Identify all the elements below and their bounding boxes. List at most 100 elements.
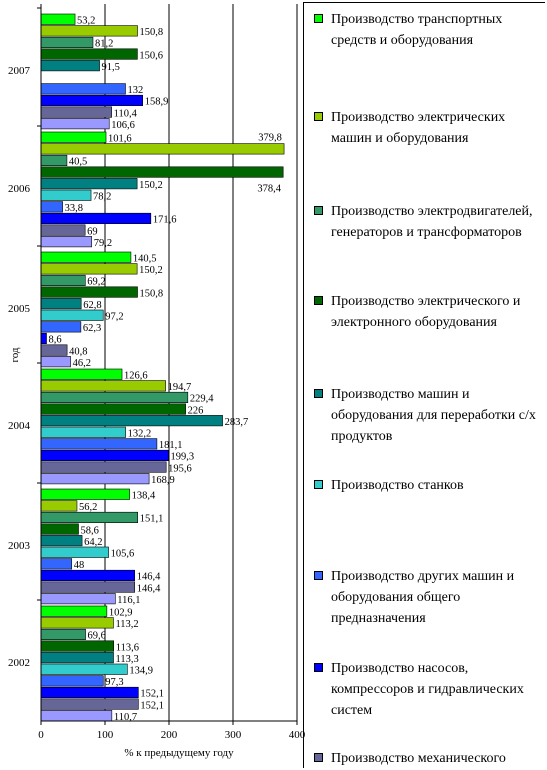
bar-2005-1	[40, 263, 138, 275]
bar-2006-8	[40, 224, 86, 236]
data-label: 81,2	[95, 39, 113, 50]
data-label: 378,4	[257, 183, 281, 194]
bar-2005-6	[40, 321, 82, 333]
bar-2006-0	[40, 131, 107, 143]
bar-2003-0	[40, 488, 130, 500]
category-label: 2002	[8, 657, 30, 669]
bar-2003-2	[40, 511, 139, 524]
bar-2006-7	[40, 212, 152, 224]
bar-2003-1	[40, 500, 78, 512]
bar-2006-2	[40, 154, 68, 166]
data-label: 113,6	[116, 642, 139, 653]
bar-2006-5	[40, 189, 92, 201]
data-label: 168,9	[151, 475, 175, 486]
data-label: 40,5	[69, 157, 87, 168]
data-label: 150,2	[139, 180, 163, 191]
legend-label: Производство электрических машин и обору…	[331, 110, 506, 146]
category-label: 2006	[8, 183, 31, 195]
bar-2005-4	[40, 298, 82, 310]
data-label: 105,6	[111, 549, 135, 560]
bar-2003-5	[40, 546, 109, 558]
legend-swatch	[314, 480, 323, 489]
data-label: 150,8	[140, 27, 164, 38]
legend-swatch	[314, 389, 323, 398]
data-label: 194,7	[168, 382, 192, 393]
data-label: 138,4	[132, 491, 156, 502]
legend: Производство транспортных средств и обор…	[303, 2, 545, 768]
bar-2002-9	[40, 710, 113, 722]
data-label: 152,1	[140, 700, 164, 711]
data-label: 97,2	[105, 312, 123, 323]
bar-2007-7	[40, 94, 143, 106]
bar-2005-8	[40, 344, 68, 356]
bar-2003-9	[40, 593, 116, 605]
bar-2002-8	[40, 698, 139, 710]
bar-2002-5	[40, 663, 128, 675]
data-label: 134,9	[129, 666, 153, 677]
legend-label: Производство механического	[331, 751, 506, 766]
bar-2002-0	[40, 605, 108, 617]
bar-2004-5	[40, 426, 126, 438]
data-label: 152,1	[140, 689, 164, 700]
legend-swatch	[314, 206, 323, 215]
legend-label: Производство электрического и электронно…	[331, 294, 521, 330]
data-label: 58,6	[81, 525, 99, 536]
bar-2004-2	[40, 391, 189, 404]
bar-2005-2	[40, 274, 86, 287]
bar-2002-4	[40, 652, 114, 664]
legend-label: Производство машин и оборудования для пе…	[331, 387, 536, 444]
data-label: 69,2	[87, 277, 105, 288]
data-label: 113,3	[116, 654, 139, 665]
data-label: 106,6	[111, 120, 135, 131]
data-label: 78,2	[93, 192, 111, 203]
data-label: 151,1	[140, 514, 164, 525]
bar-2006-9	[40, 236, 92, 248]
data-label: 110,7	[114, 712, 137, 723]
bar-2003-3	[40, 523, 79, 535]
x-tick-label: 400	[289, 729, 306, 741]
data-label: 150,8	[140, 288, 164, 299]
bar-2005-0	[40, 251, 132, 263]
data-label: 97,3	[105, 677, 123, 688]
data-label: 33,8	[65, 203, 83, 214]
x-tick-label: 200	[161, 729, 178, 741]
bar-2004-1	[40, 380, 166, 392]
bar-2003-8	[40, 581, 135, 593]
data-label: 64,2	[84, 537, 102, 548]
x-tick-label: 100	[97, 729, 114, 741]
bar-2004-0	[40, 368, 123, 380]
data-label: 171,6	[153, 215, 177, 226]
bar-2005-9	[40, 356, 71, 368]
data-label: 79,2	[94, 238, 112, 249]
legend-label: Производство электродвигателей, генерато…	[331, 204, 533, 240]
data-label: 69,6	[88, 631, 106, 642]
data-label: 379,8	[258, 133, 282, 144]
bar-2006-3	[40, 166, 284, 178]
bar-2004-9	[40, 473, 150, 485]
bar-2004-8	[40, 461, 167, 473]
data-label: 40,8	[69, 346, 87, 357]
legend-swatch	[314, 112, 323, 121]
bar-2007-1	[40, 25, 138, 37]
data-label: 132,2	[128, 429, 152, 440]
bar-2006-4	[40, 178, 138, 190]
data-label: 113,2	[115, 619, 138, 630]
data-label: 158,9	[145, 97, 169, 108]
data-label: 48	[74, 560, 85, 571]
data-label: 195,6	[168, 463, 192, 474]
data-label: 91,5	[102, 62, 120, 73]
x-axis-label: % к предыдущему году	[124, 747, 234, 759]
bar-2004-6	[40, 438, 158, 450]
legend-swatch	[314, 571, 323, 580]
bar-2007-2	[40, 36, 94, 49]
legend-swatch	[314, 663, 323, 672]
data-label: 101,6	[108, 134, 132, 145]
y-axis-label: год	[9, 347, 21, 362]
bar-2004-4	[40, 415, 223, 427]
bar-2004-7	[40, 449, 169, 462]
bar-2005-5	[40, 309, 104, 321]
data-label: 53,2	[77, 16, 95, 27]
bar-2002-2	[40, 628, 86, 641]
bar-2007-0	[40, 13, 76, 25]
